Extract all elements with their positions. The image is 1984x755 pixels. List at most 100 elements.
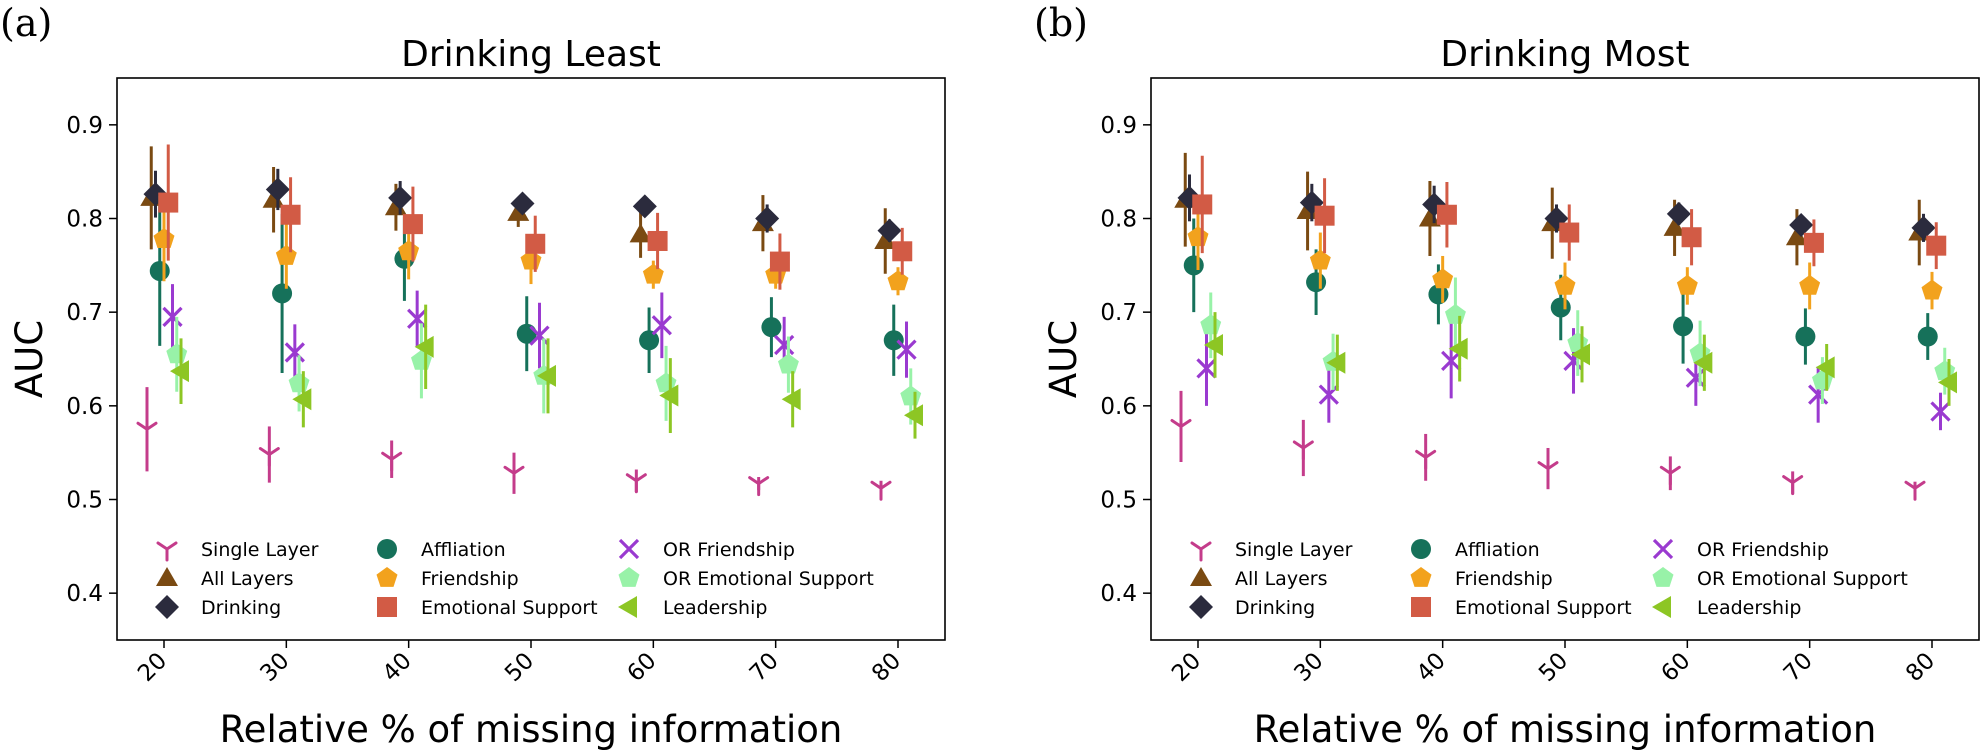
y-axis-label: AUC: [8, 320, 51, 398]
data-point: [398, 240, 420, 261]
data-point: [510, 191, 535, 216]
data-point: [1663, 216, 1686, 236]
y-tick-label: 0.8: [66, 207, 103, 233]
x-tick-label: 30: [1289, 648, 1328, 687]
data-point: [381, 451, 403, 472]
legend-marker-or-friendship: [1652, 538, 1674, 560]
data-point: [1448, 337, 1468, 360]
data-point: [166, 343, 188, 364]
data-point: [1170, 418, 1192, 439]
legend-marker-or-emotional-support: [1652, 567, 1674, 587]
data-point: [769, 251, 790, 272]
data-point: [883, 330, 904, 351]
data-point: [870, 480, 892, 501]
data-point: [1693, 351, 1713, 374]
data-point: [659, 384, 679, 407]
data-point: [1415, 449, 1437, 470]
legend-marker-single-layer: [1190, 541, 1212, 562]
y-tick-label: 0.9: [1100, 113, 1137, 139]
y-tick-label: 0.4: [66, 581, 103, 607]
series-leadership: [1204, 312, 1957, 406]
y-tick-label: 0.8: [1100, 207, 1137, 233]
data-point: [1930, 401, 1951, 422]
legend-label-leadership: Leadership: [1697, 597, 1801, 619]
series-single-layer: [136, 387, 892, 501]
data-point: [781, 388, 801, 411]
data-point: [1938, 371, 1957, 394]
series-affliation: [149, 196, 904, 376]
data-point: [153, 228, 175, 248]
data-point: [1436, 204, 1457, 225]
data-point: [1309, 249, 1331, 270]
legend-label-emotional-support: Emotional Support: [1455, 597, 1632, 619]
series-all-layers: [140, 146, 897, 274]
data-point: [162, 306, 183, 327]
data-point: [1292, 440, 1314, 461]
legend-marker-all-layers: [156, 567, 178, 586]
data-point: [414, 335, 434, 358]
data-point: [1183, 255, 1204, 276]
data-point: [874, 229, 897, 249]
x-tick-label: 40: [1412, 648, 1451, 687]
data-point: [529, 325, 550, 346]
data-point: [1314, 205, 1335, 226]
x-tick-label: 60: [622, 648, 661, 687]
data-point: [272, 283, 293, 304]
data-point: [388, 185, 413, 210]
data-point: [896, 339, 917, 360]
data-point: [629, 223, 652, 243]
panel-drinking-most: (b) Drinking Most 0.4 0.5 0.6 0.7 0.8 0.9 20 30 40…: [1034, 1, 1980, 751]
y-tick-label: 0.5: [66, 488, 103, 514]
y-tick-label: 0.4: [1100, 581, 1137, 607]
data-point: [1789, 213, 1814, 238]
data-point: [275, 245, 297, 265]
data-point: [1815, 356, 1835, 379]
legend-marker-affliation: [1411, 539, 1431, 559]
data-point: [1192, 194, 1213, 215]
x-tick-label: 20: [133, 648, 172, 687]
data-point: [1785, 226, 1808, 246]
data-point: [1917, 326, 1938, 347]
data-point: [1204, 333, 1223, 356]
data-point: [1904, 480, 1926, 501]
legend-label-drinking: Drinking: [1235, 597, 1315, 619]
legend-label-affliation: Affliation: [421, 539, 506, 561]
y-tick-label: 0.7: [66, 300, 103, 326]
legend-label-or-emotional-support: OR Emotional Support: [663, 568, 874, 590]
data-point: [1537, 461, 1559, 482]
x-tick-label: 80: [867, 648, 906, 687]
legend-label-all-layers: All Layers: [1235, 568, 1327, 590]
series-or-emotional-support: [166, 316, 922, 425]
data-point: [1445, 304, 1466, 324]
x-tick-label: 70: [1779, 648, 1818, 687]
legend-marker-drinking: [1189, 595, 1213, 619]
legend-label-leadership: Leadership: [663, 597, 767, 619]
data-point: [1441, 350, 1462, 372]
x-tick-label: 30: [255, 648, 294, 687]
legend-marker-or-friendship: [618, 538, 640, 560]
data-point: [755, 206, 780, 231]
series-friendship: [1187, 204, 1943, 310]
data-point: [1911, 215, 1936, 240]
x-axis-label: Relative % of missing information: [220, 708, 843, 751]
data-point: [1673, 316, 1694, 337]
data-point: [292, 388, 312, 411]
y-tick-label: 0.7: [1100, 300, 1137, 326]
data-point: [1782, 475, 1804, 496]
legend-marker-friendship: [376, 567, 398, 587]
chart-title: Drinking Least: [401, 34, 661, 75]
legend-marker-friendship: [1410, 567, 1432, 587]
legend-label-emotional-support: Emotional Support: [421, 597, 598, 619]
data-point: [407, 308, 428, 329]
data-point: [900, 385, 922, 406]
data-point: [1571, 343, 1590, 366]
legend-marker-affliation: [377, 539, 397, 559]
data-point: [1554, 274, 1576, 295]
data-point: [642, 263, 664, 284]
data-point: [877, 218, 902, 243]
data-point: [1659, 465, 1681, 486]
legend-label-friendship: Friendship: [1455, 568, 1553, 590]
legend-label-or-friendship: OR Friendship: [663, 539, 795, 561]
x-tick-label: 20: [1167, 648, 1206, 687]
data-point: [1803, 232, 1824, 253]
